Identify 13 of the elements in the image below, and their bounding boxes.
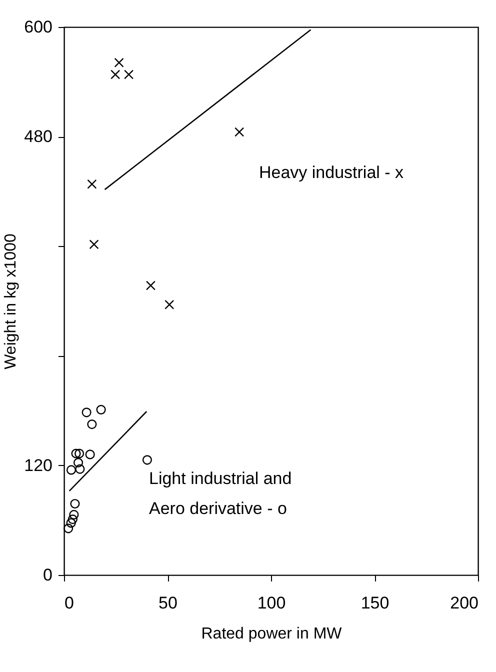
y-tick-label: 0 [43, 566, 52, 584]
x-axis-title: Rated power in MW [201, 626, 343, 642]
y-axis-title: Weight in kg x1000 [2, 234, 20, 370]
x-tick-label: 100 [257, 594, 286, 612]
y-tick-label: 480 [24, 127, 52, 146]
series-label: Light industrial and Aero derivative - o [149, 469, 292, 518]
x-tick-label: 50 [158, 594, 178, 612]
y-tick-label: 600 [24, 18, 52, 36]
x-tick-label: 150 [360, 594, 390, 612]
x-tick-label: 0 [64, 594, 74, 612]
series-label: Heavy industrial - x [259, 163, 404, 182]
y-tick-label: 120 [24, 456, 52, 475]
x-tick-label: 200 [450, 594, 478, 612]
